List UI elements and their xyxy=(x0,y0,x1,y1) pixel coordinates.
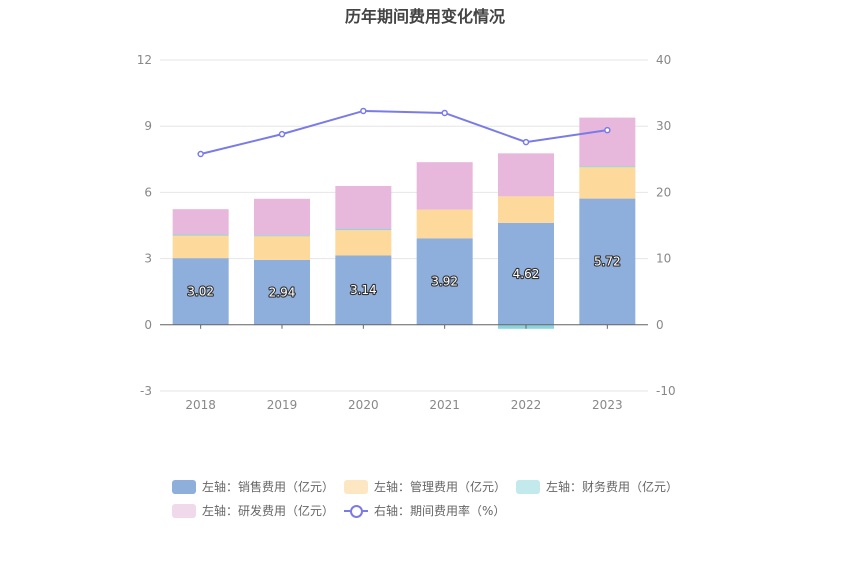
left-tick-label: 12 xyxy=(137,53,152,67)
legend-label-finance: 左轴：财务费用（亿元） xyxy=(546,480,679,494)
x-tick-label: 2021 xyxy=(429,398,460,412)
legend-item-finance[interactable]: 左轴：财务费用（亿元） xyxy=(516,478,678,495)
legend-swatch-finance xyxy=(516,479,540,494)
bar-4-2020 xyxy=(335,186,392,230)
rate-point xyxy=(197,150,204,158)
x-tick-label: 2022 xyxy=(511,398,542,412)
bar-1-2018 xyxy=(172,258,229,325)
legend-label-rd: 左轴：研发费用（亿元） xyxy=(202,504,335,518)
right-tick-label: 0 xyxy=(656,318,664,332)
x-tick-label: 2018 xyxy=(185,398,216,412)
bar-1-2023 xyxy=(579,198,636,325)
bar-value-label: 3.02 xyxy=(187,284,214,298)
x-tick-label: 2023 xyxy=(592,398,623,412)
bar-value-label: 3.14 xyxy=(350,283,377,297)
right-axis-ticks: -10 0 10 20 30 40 xyxy=(656,53,676,398)
grid-lines xyxy=(160,59,648,392)
x-axis: 2018 2019 2020 2021 2022 2023 xyxy=(160,324,648,412)
left-tick-label: 3 xyxy=(144,252,152,266)
bar-4-2018 xyxy=(172,209,229,235)
x-tick-label: 2019 xyxy=(267,398,298,412)
rate-point xyxy=(604,126,611,134)
legend-item-rd[interactable]: 左轴：研发费用（亿元） xyxy=(172,502,334,519)
x-tick-label: 2020 xyxy=(348,398,379,412)
legend-item-sales[interactable]: 左轴：销售费用（亿元） xyxy=(172,478,334,495)
bar-value-label: 4.62 xyxy=(513,267,540,281)
bar-4-2022 xyxy=(498,153,554,197)
legend-item-admin[interactable]: 左轴：管理费用（亿元） xyxy=(344,478,506,495)
legend-swatch-sales xyxy=(172,479,196,494)
left-tick-label: -3 xyxy=(140,384,152,398)
legend-swatch-rd xyxy=(172,503,196,518)
legend-item-rate[interactable]: 右轴：期间费用率（%） xyxy=(344,502,505,519)
bar-3-2018 xyxy=(172,234,229,236)
bar-3-2023 xyxy=(579,166,636,168)
bar-2-2023 xyxy=(579,166,636,199)
bar-value-label: 5.72 xyxy=(594,255,621,269)
bar-3-2020 xyxy=(335,229,392,231)
data-label-group: 3.02 2.94 3.14 3.92 4.62 5.72 xyxy=(186,254,622,301)
legend-label-rate: 右轴：期间费用率（%） xyxy=(374,504,506,518)
legend-swatch-admin xyxy=(344,479,368,494)
right-tick-label: 20 xyxy=(656,185,671,199)
rate-line-group xyxy=(197,107,611,158)
bar-1-2021 xyxy=(416,238,473,325)
bar-group xyxy=(172,117,636,329)
bar-2-2019 xyxy=(254,235,310,260)
bar-4-2021 xyxy=(416,162,473,210)
rate-point xyxy=(441,109,448,117)
left-axis-ticks: -3 0 3 6 9 12 xyxy=(137,53,152,398)
rate-line xyxy=(200,109,608,155)
legend-label-sales: 左轴：销售费用（亿元） xyxy=(202,480,335,494)
bar-2-2022 xyxy=(498,196,554,223)
bar-4-2023 xyxy=(579,117,636,167)
bar-1-2020 xyxy=(335,255,392,325)
right-tick-label: 10 xyxy=(656,252,671,266)
bar-2-2021 xyxy=(416,209,473,239)
bar-2-2020 xyxy=(335,230,392,256)
right-tick-label: 30 xyxy=(656,119,671,133)
left-tick-label: 6 xyxy=(144,185,152,199)
rate-point xyxy=(278,130,286,138)
rate-point xyxy=(360,107,367,115)
left-tick-label: 0 xyxy=(144,318,152,332)
rate-point xyxy=(522,138,530,146)
right-tick-label: 40 xyxy=(656,53,671,67)
chart-title: 历年期间费用变化情况 xyxy=(344,7,505,26)
bar-value-label: 3.92 xyxy=(431,275,458,289)
bar-1-2022 xyxy=(498,222,554,325)
legend-swatch-rate xyxy=(344,504,368,518)
bar-3-2019 xyxy=(254,235,310,237)
bar-4-2019 xyxy=(254,198,310,236)
bar-1-2019 xyxy=(254,259,310,325)
right-tick-label: -10 xyxy=(656,384,676,398)
bar-value-label: 2.94 xyxy=(269,285,296,299)
left-tick-label: 9 xyxy=(144,119,152,133)
legend-label-admin: 左轴：管理费用（亿元） xyxy=(374,480,507,494)
bar-2-2018 xyxy=(172,234,229,259)
